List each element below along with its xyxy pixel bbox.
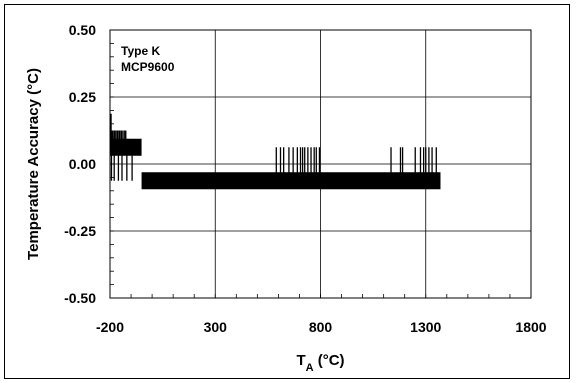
y-tick-label: 0.00 xyxy=(69,156,96,172)
x-tick-label: 1800 xyxy=(515,319,546,335)
tick-marks xyxy=(110,43,511,298)
annotation-type: Type K xyxy=(121,44,160,58)
y-tick-label: 0.25 xyxy=(69,89,96,105)
tick-labels: -200 300 800 1300 1800 0.50 0.25 0.00 -0.25 -0.50 xyxy=(64,22,547,335)
y-tick-label: -0.50 xyxy=(64,290,96,306)
annotation-device: MCP9600 xyxy=(121,60,175,74)
x-tick-label: -200 xyxy=(96,319,124,335)
x-tick-label: 1300 xyxy=(410,319,441,335)
data-series xyxy=(110,113,441,190)
x-axis-label-unit: (°C) xyxy=(314,352,345,369)
y-axis-label: Temperature Accuracy (°C) xyxy=(25,68,42,260)
x-tick-label: 800 xyxy=(309,319,333,335)
x-axis-label: TA (°C) xyxy=(296,352,344,374)
data-band xyxy=(141,172,441,190)
x-axis-label-subscript: A xyxy=(306,362,314,374)
x-axis-label-main: T xyxy=(296,352,305,369)
grid xyxy=(110,30,531,298)
y-tick-label: -0.25 xyxy=(64,223,96,239)
chart-frame xyxy=(4,4,570,379)
x-tick-label: 300 xyxy=(204,319,228,335)
y-tick-label: 0.50 xyxy=(69,22,96,38)
